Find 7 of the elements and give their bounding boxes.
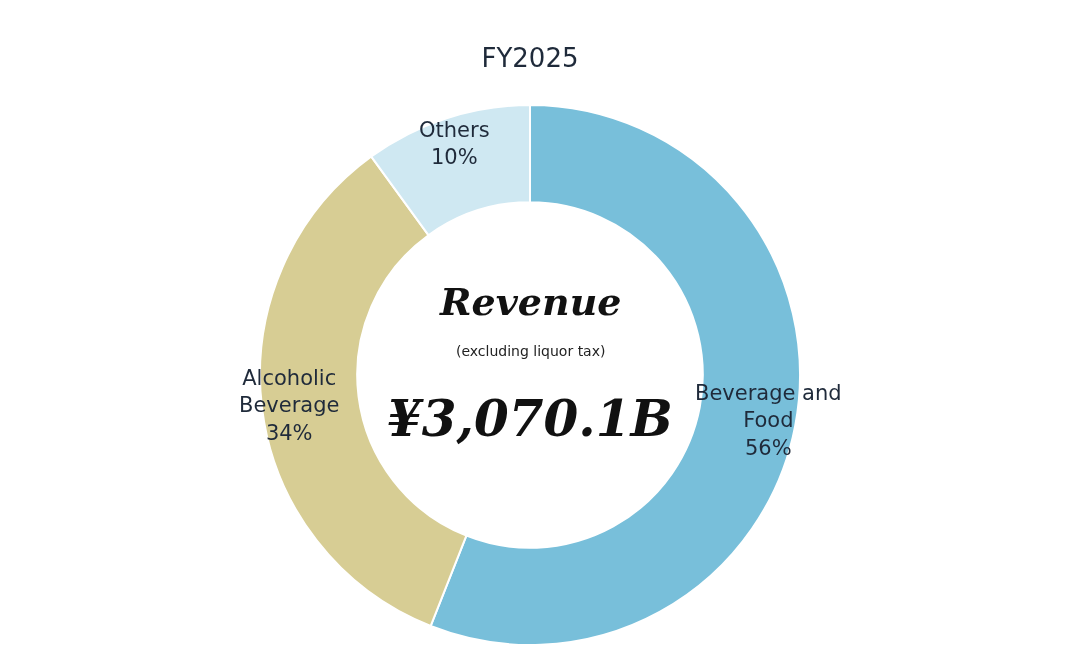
data-label: 10% bbox=[430, 145, 478, 170]
text: ¥3,070.1B bbox=[387, 389, 673, 448]
text: Revenue bbox=[439, 279, 622, 324]
chart-title: FY2025 bbox=[481, 43, 579, 74]
data-label: 34% bbox=[265, 420, 313, 445]
text: (excluding liquor tax) bbox=[456, 343, 606, 359]
slice-label: Others bbox=[419, 118, 490, 142]
